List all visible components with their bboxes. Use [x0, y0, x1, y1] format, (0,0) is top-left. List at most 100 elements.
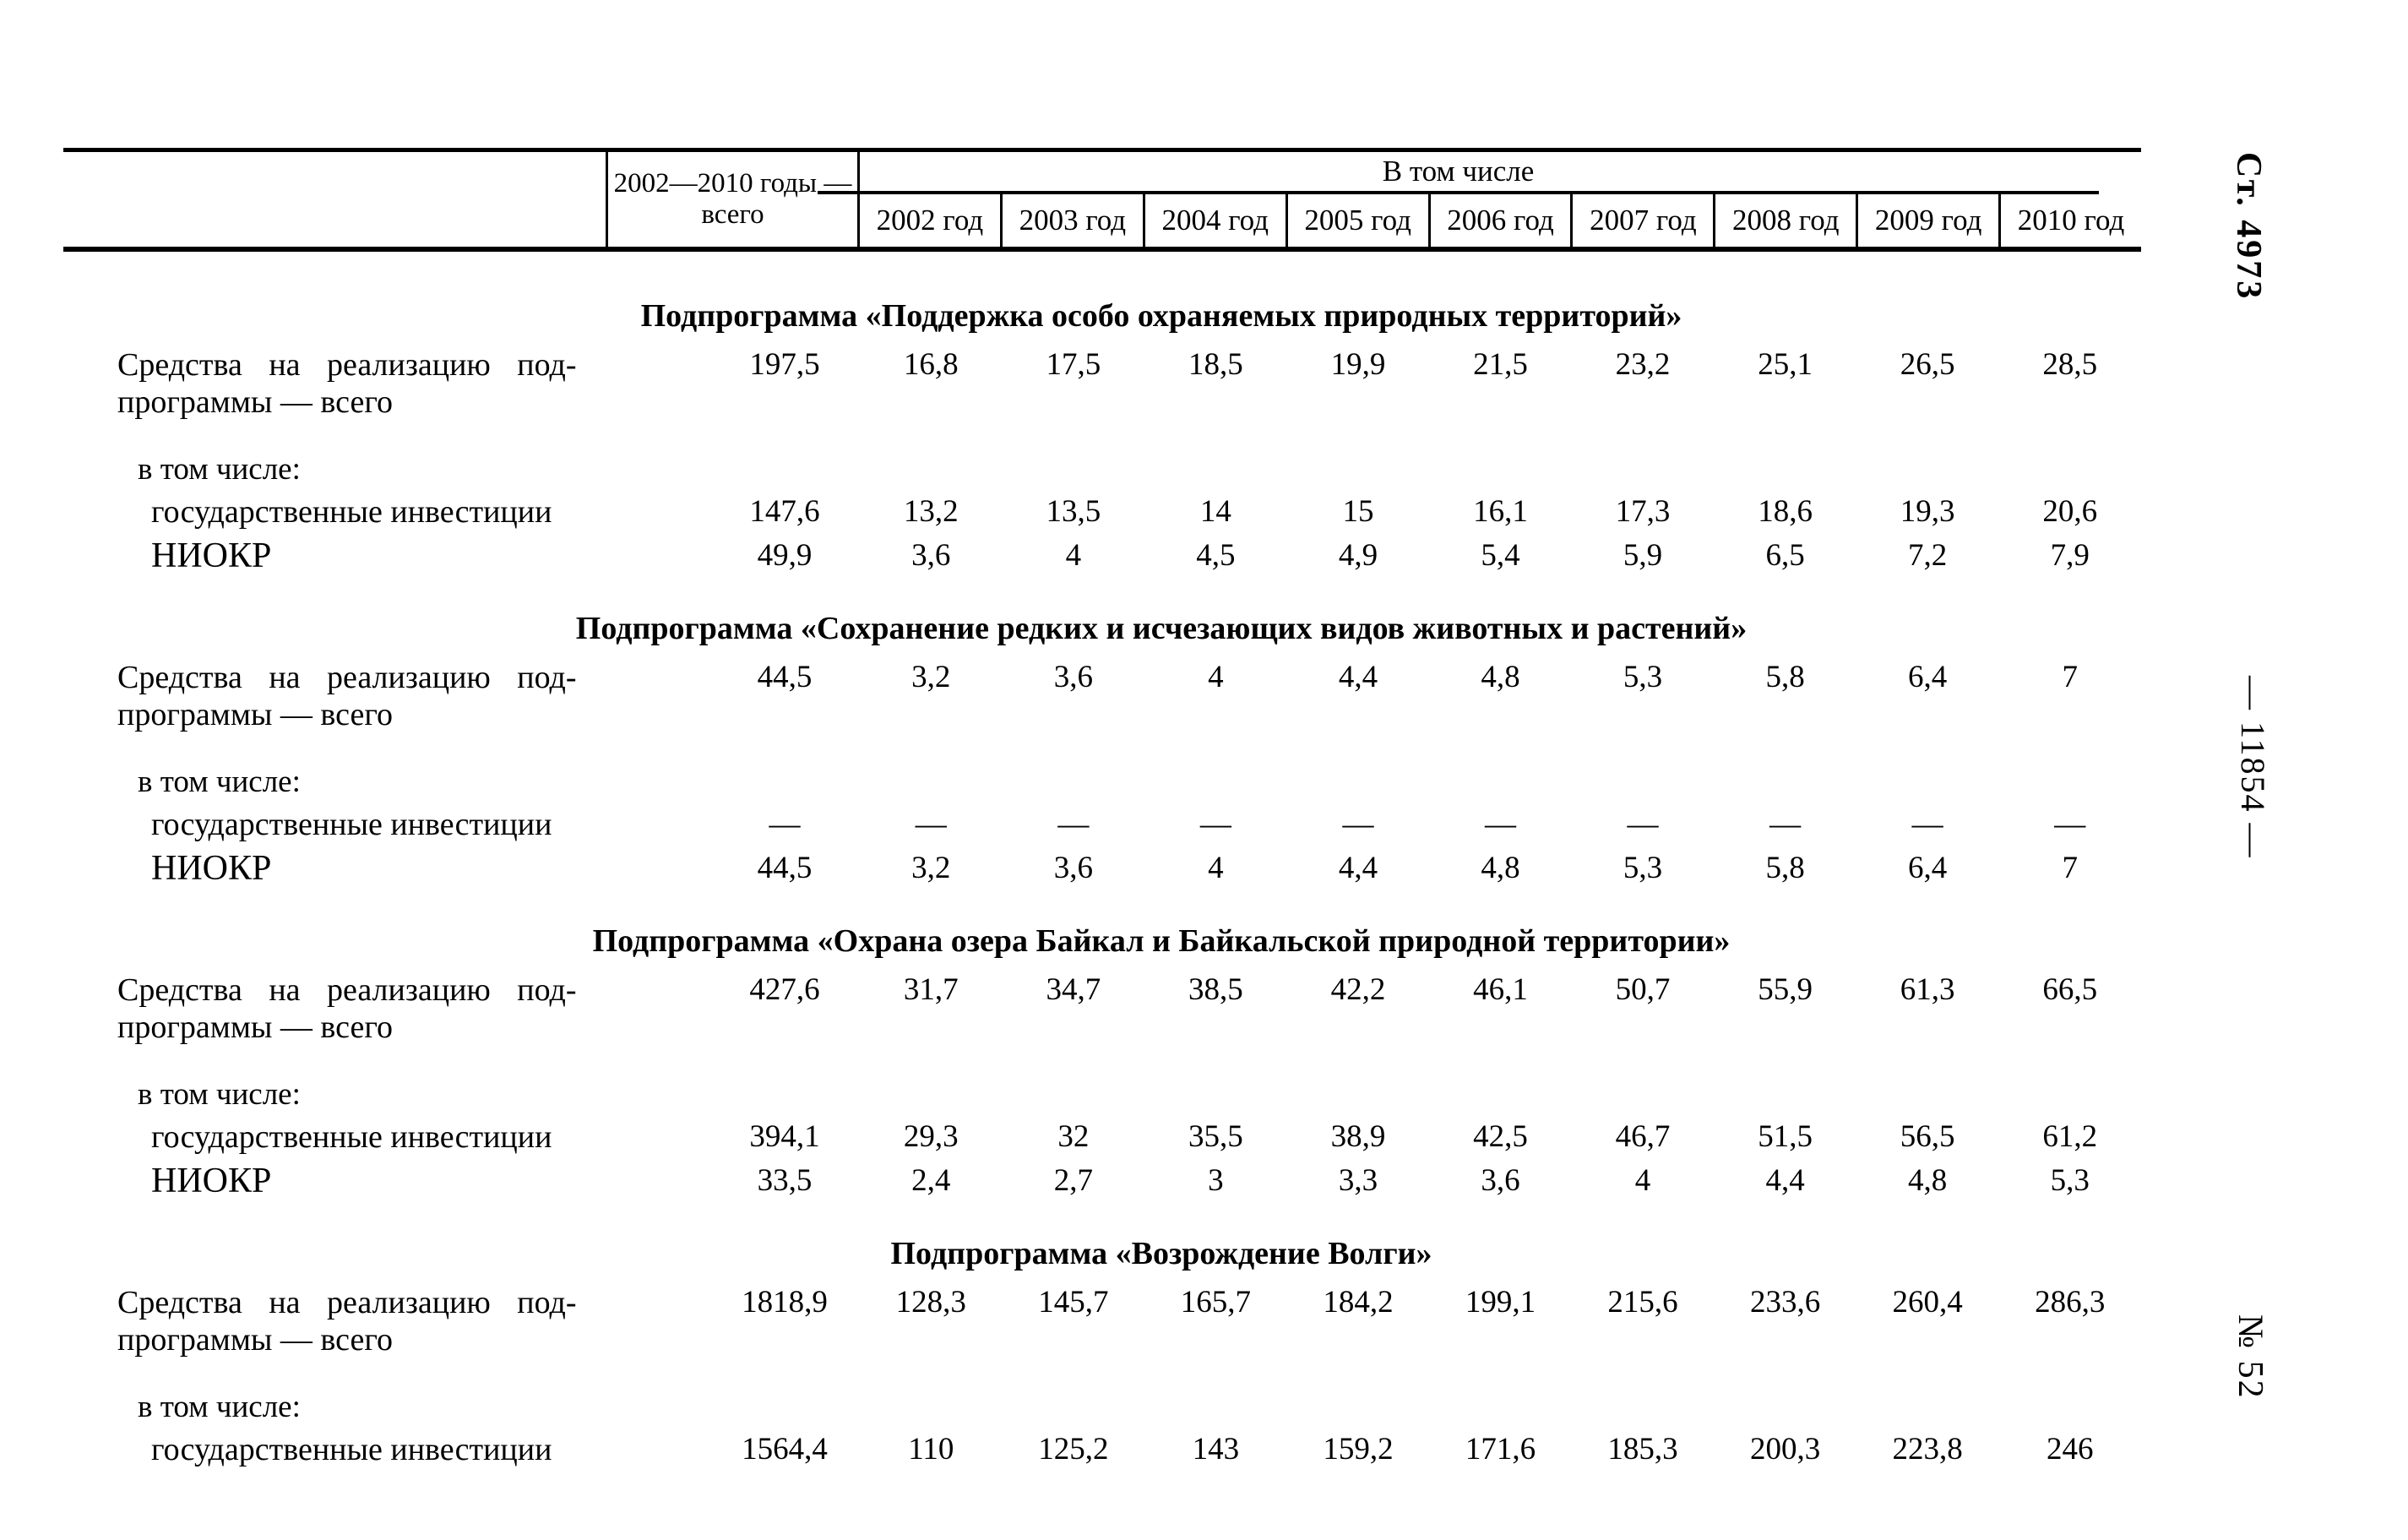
funds-total-label-line1: Средства на реализацию под- [117, 347, 577, 383]
value-cell: 49,9 [757, 538, 813, 573]
value-cell: 28,5 [2042, 347, 2098, 382]
value-cell: — [915, 807, 947, 841]
value-cell: 5,3 [1623, 851, 1663, 885]
subprogram-title: Подпрограмма «Охрана озера Байкал и Байк… [592, 923, 1731, 959]
value-cell: — [1342, 807, 1374, 841]
value-cell: 3,6 [1053, 851, 1093, 885]
value-cell: 26,5 [1900, 347, 1955, 382]
value-cell: 246 [2046, 1432, 2094, 1467]
year-header-cell: 2005 год [1288, 194, 1431, 247]
value-cell: 6,4 [1908, 660, 1948, 694]
value-cell: 3 [1208, 1163, 1224, 1198]
value-cell: 7 [2062, 660, 2078, 694]
value-cell: 4,4 [1338, 851, 1378, 885]
niokr-label: НИОКР [151, 536, 272, 575]
value-cell: 34,7 [1046, 972, 1101, 1007]
value-cell: — [1911, 807, 1943, 841]
subprogram-title: Подпрограмма «Сохранение редких и исчеза… [575, 611, 1748, 646]
value-cell: 21,5 [1473, 347, 1528, 382]
value-cell: 165,7 [1180, 1285, 1251, 1320]
funds-total-row: Средства на реализацию под- программы — … [63, 1284, 2141, 1358]
value-cell: 2,4 [911, 1163, 951, 1198]
value-cell: 171,6 [1465, 1432, 1536, 1467]
value-cell: 32 [1057, 1119, 1090, 1154]
value-cell: 18,6 [1758, 494, 1813, 529]
total-period-line1: 2002—2010 годы — [613, 168, 852, 199]
value-cell: — [2054, 807, 2086, 841]
value-cell: — [1484, 807, 1516, 841]
value-cell: 50,7 [1615, 972, 1671, 1007]
year-header-cell: 2002 год [860, 194, 1003, 247]
value-cell: — [1199, 807, 1231, 841]
state-investments-label: государственные инвестиции [151, 807, 552, 842]
value-cell: 286,3 [2035, 1285, 2106, 1320]
value-cell: 3,6 [1481, 1163, 1520, 1198]
value-cell: 125,2 [1038, 1432, 1109, 1467]
value-cell: 14 [1199, 494, 1231, 529]
value-cell: 44,5 [757, 851, 813, 885]
year-header-cell: 2008 год [1715, 194, 1859, 247]
value-cell: 4 [1208, 660, 1224, 694]
value-cell: 143 [1192, 1432, 1240, 1467]
value-cell: 1564,4 [742, 1432, 828, 1467]
value-cell: 215,6 [1607, 1285, 1678, 1320]
value-cell: 46,7 [1615, 1119, 1671, 1154]
niokr-row: НИОКР 33,5 2,4 2,7 3 3,3 3,6 4 4,4 4,8 5,3 [63, 1162, 2141, 1200]
year-header-cell: 2010 год [2017, 204, 2125, 237]
table-header: 2002—2010 годы — всего В том числе 2002 … [63, 148, 2141, 252]
value-cell: 7,2 [1908, 538, 1948, 573]
funds-total-label-line1: Средства на реализацию под- [117, 660, 577, 695]
document-table: 2002—2010 годы — всего В том числе 2002 … [63, 148, 2141, 1468]
subprogram-section: Подпрограмма «Сохранение редких и исчеза… [63, 608, 2141, 887]
value-cell: 19,3 [1900, 494, 1955, 529]
value-cell: 185,3 [1607, 1432, 1678, 1467]
value-cell: 184,2 [1323, 1285, 1394, 1320]
value-cell: 42,2 [1330, 972, 1386, 1007]
value-cell: — [1057, 807, 1090, 841]
funds-total-label-line1: Средства на реализацию под- [117, 972, 577, 1008]
funds-total-label: Средства на реализацию под- программы — … [63, 1284, 608, 1358]
value-cell: 16,8 [903, 347, 959, 382]
value-cell: 4 [1065, 538, 1082, 573]
value-cell: 7 [2062, 851, 2078, 885]
value-cell: 6,5 [1765, 538, 1805, 573]
value-cell: 4,9 [1338, 538, 1378, 573]
value-cell: 197,5 [749, 347, 820, 382]
subprogram-section: Подпрограмма «Охрана озера Байкал и Байк… [63, 921, 2141, 1200]
year-header-cell: 2009 год [1858, 194, 2002, 247]
value-cell: 145,7 [1038, 1285, 1109, 1320]
value-cell: 5,9 [1623, 538, 1663, 573]
value-cell: 3,3 [1338, 1163, 1378, 1198]
value-cell: 17,3 [1615, 494, 1671, 529]
total-period-header-cell: 2002—2010 годы — всего [608, 152, 860, 247]
funds-total-label-line2: программы — всего [117, 697, 393, 732]
value-cell: 46,1 [1473, 972, 1528, 1007]
value-cell: 4,8 [1481, 660, 1520, 694]
state-investments-label: государственные инвестиции [151, 1119, 552, 1155]
value-cell: 5,3 [1623, 660, 1663, 694]
value-cell: 4,4 [1765, 1163, 1805, 1198]
value-cell: 2,7 [1053, 1163, 1093, 1198]
value-cell: 33,5 [757, 1163, 813, 1198]
subprogram-section: Подпрограмма «Возрождение Волги» Средств… [63, 1233, 2141, 1468]
state-investments-row: государственные инвестиции 394,1 29,3 32 35… [63, 1118, 2141, 1156]
value-cell: 38,5 [1188, 972, 1243, 1007]
year-header-cell: 2007 год [1573, 194, 1716, 247]
funds-total-label-line1: Средства на реализацию под- [117, 1285, 577, 1320]
value-cell: 394,1 [749, 1119, 820, 1154]
years-group-label: В том числе [818, 152, 2099, 194]
state-investments-label: государственные инвестиции [151, 494, 552, 530]
value-cell: 199,1 [1465, 1285, 1536, 1320]
total-period-line2: всего [701, 199, 764, 230]
value-cell: 4 [1208, 851, 1224, 885]
margin-note-page-number: — 11854 — [2234, 676, 2272, 859]
value-cell: 13,5 [1046, 494, 1101, 529]
value-cell: 17,5 [1046, 347, 1101, 382]
value-cell: 16,1 [1473, 494, 1528, 529]
margin-note-issue: № 52 [2231, 1314, 2269, 1400]
year-header-row: 2002 год 2003 год 2004 год 2005 год 2006 год… [860, 194, 2141, 247]
value-cell: 3,2 [911, 660, 951, 694]
state-investments-row: государственные инвестиции — — — — — — — — — — [63, 806, 2141, 843]
funds-total-row: Средства на реализацию под- программы — … [63, 659, 2141, 733]
